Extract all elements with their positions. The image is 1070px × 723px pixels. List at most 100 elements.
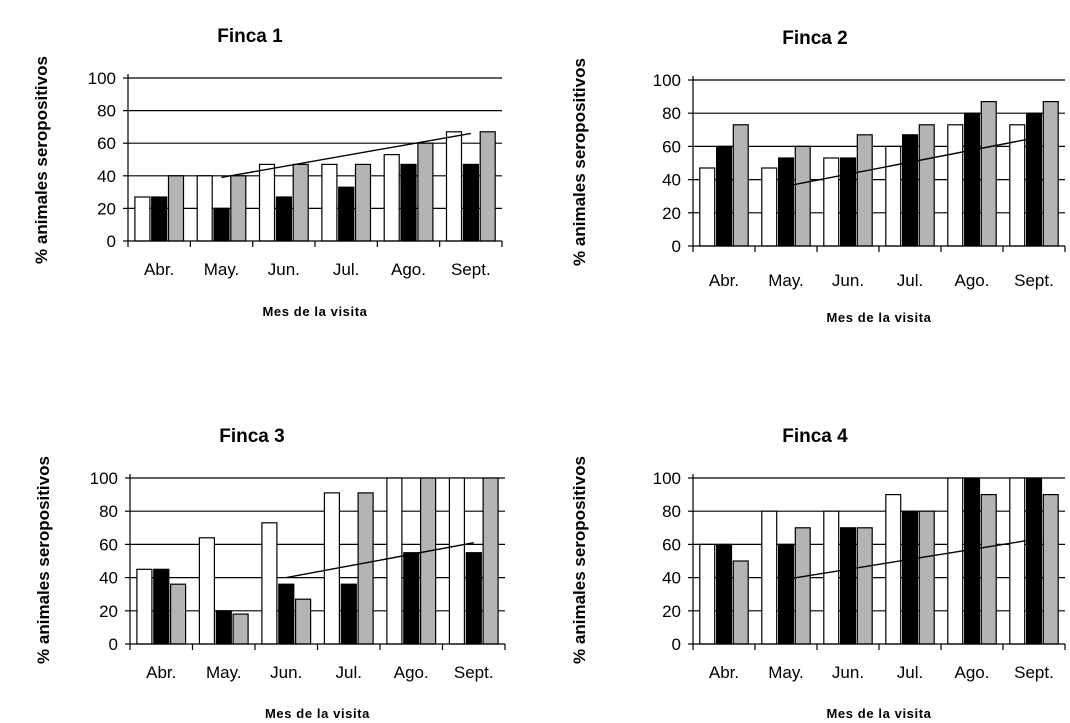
bar-series-2-ago (963, 112, 981, 247)
bar-series-1-may (196, 175, 213, 242)
trend-line (221, 132, 471, 179)
y-axis-label: % animales seropositivos (32, 56, 51, 264)
x-tick-label-ago: Ago. (391, 260, 426, 279)
bar-series-3-may (232, 613, 249, 645)
bar-series-3-abr (732, 124, 749, 247)
bar-series-2-abr (715, 543, 733, 645)
bar-series-3-abr (170, 583, 187, 645)
bar-series-2-jul (901, 510, 919, 645)
y-tick-label: 40 (97, 167, 116, 186)
bar-series-3-may (794, 145, 811, 247)
bar-series-3-ago (417, 142, 434, 242)
y-tick-label: 100 (88, 69, 116, 88)
trend-line (785, 137, 1035, 187)
trend-line (286, 542, 474, 579)
x-tick-label-ago: Ago. (394, 663, 429, 682)
x-tick-label-sept: Sept. (454, 663, 494, 682)
chart-title: Finca 3 (219, 426, 284, 447)
x-tick-label-sept: Sept. (1014, 271, 1054, 290)
y-tick-label: 0 (672, 237, 681, 256)
bar-series-1-jun (823, 510, 840, 645)
x-tick-label-may: May. (204, 260, 240, 279)
y-tick-label: 20 (662, 602, 681, 621)
chart-panel-finca-3: Finca 3 % animales seropositivos 0 20 40 60 80… (34, 426, 506, 721)
y-tick-label: 80 (662, 104, 681, 123)
x-axis-label: Mes de la visita (827, 310, 932, 325)
bar-series-3-abr (167, 175, 185, 242)
y-tick-label: 40 (662, 569, 681, 588)
y-tick-label: 40 (99, 569, 118, 588)
bar-series-1-jul (321, 163, 338, 242)
bar-series-1-ago (383, 154, 400, 242)
y-tick-label: 40 (662, 171, 681, 190)
bar-series-2-jul (340, 583, 357, 645)
bar-series-2-jun (839, 157, 857, 247)
x-tick-label-ago: Ago. (955, 271, 990, 290)
y-tick-label: 60 (662, 535, 681, 554)
bar-series-2-jun (275, 196, 292, 242)
x-axis-label: Mes de la visita (827, 706, 932, 721)
bar-series-1-sept (1009, 477, 1026, 645)
bar-series-1-ago (947, 477, 964, 645)
bar-series-1-jul (885, 494, 902, 645)
bar-series-2-sept (462, 163, 479, 242)
y-tick-label: 80 (99, 502, 118, 521)
chart-panel-finca-4: Finca 4 % animales seropositivos 0 20 40 60 80… (570, 426, 1066, 721)
y-tick-label: 60 (97, 134, 116, 153)
y-tick-label: 0 (109, 635, 118, 654)
bar-series-1-may (198, 537, 215, 645)
bar-series-2-sept (465, 552, 482, 645)
bar-series-3-ago (420, 477, 437, 645)
bar-series-2-may (777, 157, 795, 247)
x-tick-label-may: May. (206, 663, 242, 682)
y-tick-label: 20 (99, 602, 118, 621)
bar-series-1-abr (134, 196, 151, 242)
bar-series-2-ago (400, 163, 417, 242)
bar-series-2-jun (839, 527, 857, 645)
bar-series-2-may (215, 610, 232, 645)
y-tick-label: 80 (97, 102, 116, 121)
bar-series-2-jul (338, 186, 355, 242)
x-tick-label-jun: Jun. (832, 663, 864, 682)
bar-series-3-may (230, 175, 247, 242)
bar-series-3-jul (354, 163, 372, 242)
x-tick-label-abr: Abr. (144, 260, 174, 279)
bar-series-1-abr (136, 568, 153, 645)
y-axis-label: % animales seropositivos (34, 456, 53, 664)
chart-panel-finca-2: Finca 2 % animales seropositivos 0 20 40 60 80… (570, 28, 1066, 325)
bar-series-1-sept (445, 131, 463, 242)
x-tick-label-ago: Ago. (955, 663, 990, 682)
y-tick-label: 20 (97, 199, 116, 218)
trend-line (785, 538, 1035, 580)
chart-title: Finca 2 (782, 28, 847, 49)
bar-series-3-jul (918, 510, 935, 645)
y-tick-label: 0 (107, 232, 116, 251)
bar-series-2-sept (1025, 112, 1043, 247)
y-tick-label: 60 (662, 137, 681, 156)
bar-series-3-abr (732, 560, 749, 645)
x-tick-label-sept: Sept. (1014, 663, 1054, 682)
bar-series-2-ago (963, 477, 981, 645)
x-tick-label-may: May. (768, 271, 804, 290)
bar-series-2-may (777, 543, 795, 645)
bar-series-3-jun (856, 527, 873, 645)
y-tick-label: 100 (653, 71, 681, 90)
x-tick-label-jun: Jun. (832, 271, 864, 290)
bar-series-1-ago (947, 124, 964, 247)
x-tick-label-abr: Abr. (709, 663, 739, 682)
y-tick-label: 80 (662, 502, 681, 521)
chart-title: Finca 4 (782, 426, 848, 447)
bar-series-2-jun (278, 583, 295, 645)
bar-series-3-sept (479, 131, 496, 242)
x-tick-label-jul: Jul. (897, 271, 923, 290)
x-tick-label-jun: Jun. (268, 260, 300, 279)
x-tick-label-jun: Jun. (270, 663, 302, 682)
bar-series-2-sept (1025, 477, 1043, 645)
bar-series-2-abr (715, 145, 733, 247)
x-tick-label-jul: Jul. (897, 663, 923, 682)
x-tick-label-sept: Sept. (451, 260, 491, 279)
bar-series-3-may (794, 527, 811, 645)
bar-series-1-ago (386, 477, 403, 645)
bar-series-1-jul (885, 145, 902, 247)
